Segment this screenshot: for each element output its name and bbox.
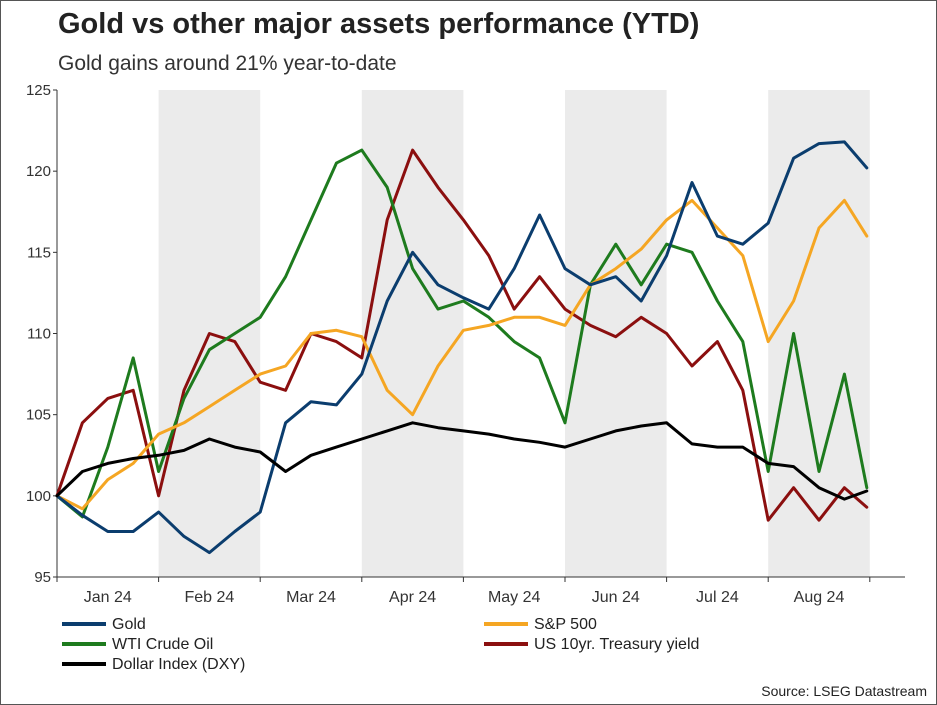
chart-subtitle: Gold gains around 21% year-to-date xyxy=(58,52,397,75)
legend-swatch-treasury xyxy=(484,641,528,646)
x-tick-label-7: Aug 24 xyxy=(794,589,845,606)
series-line-us-10yr-treasury-yield xyxy=(55,148,869,522)
y-tick-label-100: 100 xyxy=(26,488,51,505)
series-line-dollar-index-dxy xyxy=(55,421,869,501)
shaded-band-month-3 xyxy=(361,90,464,577)
source-note: Source: LSEG Datastream xyxy=(761,683,927,699)
legend-swatch-dxy xyxy=(62,661,106,666)
legend-label-treasury: US 10yr. Treasury yield xyxy=(534,636,700,653)
shaded-band-month-7 xyxy=(768,90,870,577)
legend-label-sp500: S&P 500 xyxy=(534,616,597,633)
x-tick-label-0: Jan 24 xyxy=(84,589,132,606)
x-tick-label-1: Feb 24 xyxy=(184,589,234,606)
legend-item-dxy: Dollar Index (DXY) xyxy=(62,656,245,674)
y-tick-label-125: 125 xyxy=(26,82,51,99)
legend-swatch-wti xyxy=(62,641,106,646)
y-tick-label-105: 105 xyxy=(26,407,51,424)
x-tick-label-4: May 24 xyxy=(488,589,541,606)
legend-item-gold: Gold xyxy=(62,616,146,634)
x-tick-label-2: Mar 24 xyxy=(286,589,336,606)
legend-item-sp500: S&P 500 xyxy=(484,616,597,634)
legend-label-gold: Gold xyxy=(112,616,146,633)
legend-label-dxy: Dollar Index (DXY) xyxy=(112,656,246,673)
legend-label-wti: WTI Crude Oil xyxy=(112,636,214,653)
y-tick-label-95: 95 xyxy=(34,569,51,586)
series-line-s-p-500 xyxy=(55,198,869,511)
y-tick-label-120: 120 xyxy=(26,163,51,180)
legend-item-treasury: US 10yr. Treasury yield xyxy=(484,636,699,654)
y-tick-label-110: 110 xyxy=(27,326,51,343)
legend-swatch-gold xyxy=(62,621,106,626)
legend-swatch-sp500 xyxy=(484,621,528,626)
chart-title: Gold vs other major assets performance (… xyxy=(58,8,700,40)
x-tick-label-5: Jun 24 xyxy=(592,589,640,606)
series-line-gold xyxy=(55,140,869,555)
x-tick-label-6: Jul 24 xyxy=(696,589,739,606)
x-tick-label-3: Apr 24 xyxy=(389,589,436,606)
y-tick-label-115: 115 xyxy=(27,244,51,261)
series-line-wti-crude-oil xyxy=(55,148,869,519)
legend-item-wti: WTI Crude Oil xyxy=(62,636,213,654)
